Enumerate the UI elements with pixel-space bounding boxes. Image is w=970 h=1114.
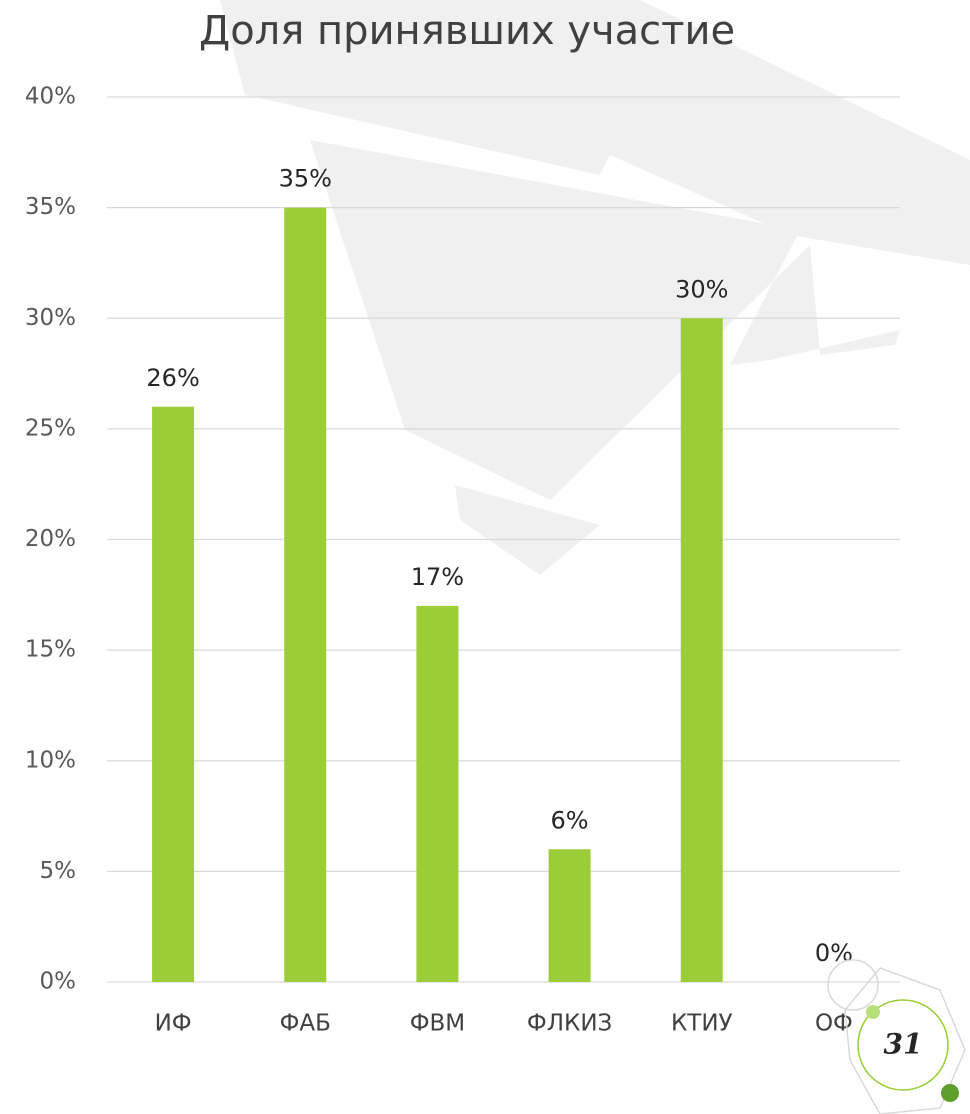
bar — [284, 207, 327, 982]
y-tick-label: 15% — [25, 637, 76, 663]
bar — [548, 849, 591, 982]
bar — [680, 318, 723, 982]
y-tick-label: 0% — [40, 969, 77, 995]
badge-dot — [866, 1005, 880, 1019]
y-tick-label: 40% — [25, 84, 76, 110]
value-label: 30% — [675, 275, 728, 303]
bg-shape — [220, 0, 970, 265]
page-number: 31 — [884, 1028, 923, 1061]
bar — [416, 605, 459, 982]
background-decoration — [220, 0, 970, 575]
y-tick-label: 25% — [25, 415, 76, 441]
bg-shape — [310, 140, 900, 500]
x-tick-label: ФЛКИЗ — [527, 1011, 612, 1037]
badge-circle — [827, 959, 879, 1011]
value-label: 17% — [411, 563, 464, 591]
x-tick-label: ФАБ — [280, 1011, 331, 1037]
page-badge: 31 — [827, 959, 966, 1114]
x-tick-label: ФВМ — [410, 1011, 465, 1037]
badge-outline — [844, 967, 966, 1114]
x-tick-label: КТИУ — [671, 1011, 733, 1037]
bg-shape — [455, 485, 600, 575]
y-tick-label: 20% — [25, 526, 76, 552]
y-tick-label: 30% — [25, 305, 76, 331]
value-label: 35% — [279, 165, 332, 193]
y-tick-label: 5% — [40, 858, 77, 884]
y-tick-label: 10% — [25, 747, 76, 773]
bar — [152, 406, 195, 982]
badge-dot — [941, 1084, 959, 1102]
value-label: 26% — [146, 364, 199, 392]
y-tick-label: 35% — [25, 194, 76, 220]
chart-title: Доля принявших участие — [199, 8, 735, 54]
value-label: 6% — [551, 806, 589, 834]
value-label: 0% — [815, 939, 853, 967]
badge-circle — [857, 999, 949, 1091]
x-tick-label: ИФ — [155, 1011, 192, 1037]
